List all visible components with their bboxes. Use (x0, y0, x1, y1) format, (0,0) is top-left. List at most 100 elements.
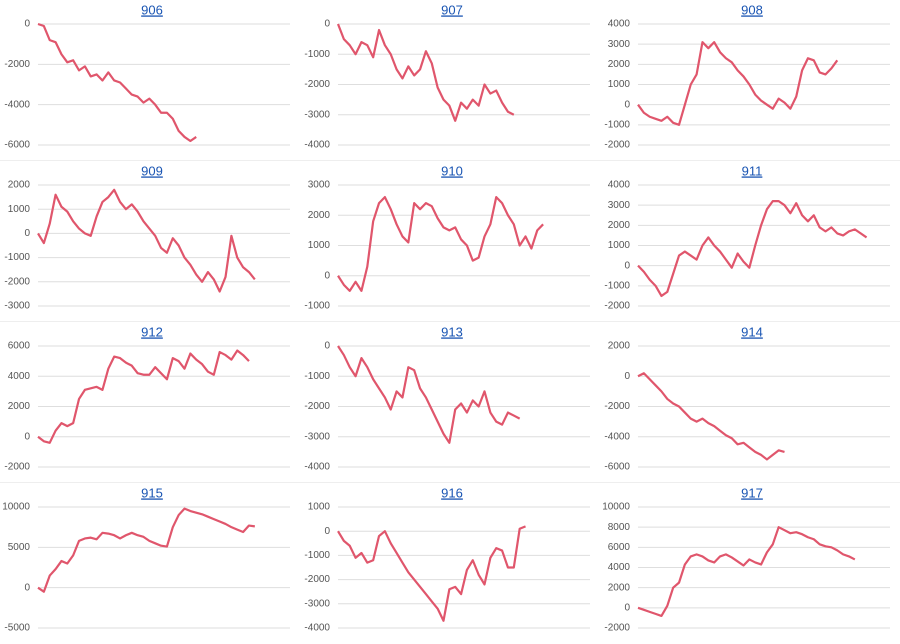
chart-title[interactable]: 917 (741, 485, 763, 500)
y-tick-label: -2000 (4, 59, 30, 70)
y-tick-label: -2000 (304, 574, 330, 585)
y-tick-label: -5000 (4, 623, 30, 634)
chart: 917 10000 8000 6000 4000 2000 0 -2000 (602, 485, 890, 634)
y-tick-label: 6000 (608, 542, 631, 553)
y-tick-label: 3000 (308, 180, 331, 191)
y-tick-label: 3000 (608, 200, 631, 211)
y-tick-label: -3000 (4, 301, 30, 312)
y-tick-label: 2000 (608, 341, 631, 352)
chart-title[interactable]: 914 (741, 324, 763, 339)
y-tick-label: 4000 (608, 562, 631, 573)
y-tick-label: -4000 (304, 623, 330, 634)
chart: 911 4000 3000 2000 1000 0 -1000 -2000 (600, 163, 900, 322)
chart: 910 3000 2000 1000 0 -1000 (300, 163, 600, 322)
y-tick-label: 0 (24, 431, 30, 442)
y-tick-label: 1000 (308, 502, 331, 513)
chart-title[interactable]: 906 (141, 2, 163, 17)
y-tick-label: 0 (624, 99, 630, 110)
y-tick-label: 5000 (8, 542, 31, 553)
chart: 914 2000 0 -2000 -4000 -6000 (600, 324, 900, 483)
y-tick-label: -3000 (304, 109, 330, 120)
y-tick-label: 4000 (608, 19, 631, 30)
y-tick-label: -2000 (604, 301, 630, 312)
data-line (337, 345, 521, 444)
y-tick-label: 0 (324, 19, 330, 30)
chart: 913 0 -1000 -2000 -3000 -4000 (300, 324, 600, 483)
y-tick-label: -2000 (304, 401, 330, 412)
chart: 912 6000 4000 2000 0 -2000 (0, 324, 300, 483)
chart: 906 0 -2000 -4000 -6000 (0, 2, 300, 161)
chart-title[interactable]: 913 (441, 324, 463, 339)
y-tick-label: -2000 (604, 140, 630, 151)
y-tick-label: -3000 (304, 598, 330, 609)
chart-title[interactable]: 912 (141, 324, 163, 339)
data-line (337, 196, 544, 292)
chart: 907 0 -1000 -2000 -3000 -4000 (300, 2, 600, 161)
y-tick-label: -2000 (4, 276, 30, 287)
y-tick-label: 3000 (608, 39, 631, 50)
data-line (37, 188, 256, 293)
y-tick-label: 10000 (602, 502, 630, 513)
y-tick-label: 0 (324, 270, 330, 281)
y-tick-label: -3000 (304, 431, 330, 442)
y-tick-label: -4000 (304, 140, 330, 151)
chart-title[interactable]: 915 (141, 485, 163, 500)
y-tick-label: -2000 (4, 462, 30, 473)
y-tick-label: 4000 (8, 371, 31, 382)
y-tick-label: 2000 (8, 180, 31, 191)
data-line (337, 525, 526, 622)
y-tick-label: 1000 (608, 240, 631, 251)
y-tick-label: -2000 (304, 79, 330, 90)
data-line (37, 349, 250, 444)
y-tick-label: -6000 (4, 140, 30, 151)
chart-title[interactable]: 909 (141, 163, 163, 178)
y-tick-label: -4000 (4, 99, 30, 110)
data-line (637, 200, 868, 298)
y-tick-label: -1000 (604, 280, 630, 291)
y-tick-label: 0 (24, 19, 30, 30)
y-tick-label: -1000 (304, 371, 330, 382)
chart-title[interactable]: 911 (742, 163, 763, 178)
y-tick-label: 0 (324, 526, 330, 537)
data-line (37, 22, 197, 143)
y-tick-label: 0 (624, 260, 630, 271)
chart-title[interactable]: 907 (441, 2, 463, 17)
chart-title[interactable]: 916 (441, 485, 463, 500)
y-tick-label: 1000 (608, 79, 631, 90)
y-tick-label: -1000 (304, 550, 330, 561)
data-line (637, 526, 856, 617)
y-tick-label: -1000 (4, 252, 30, 263)
y-tick-label: 6000 (8, 341, 31, 352)
y-tick-label: 0 (624, 602, 630, 613)
y-tick-label: 0 (24, 582, 30, 593)
y-tick-label: 2000 (308, 210, 331, 221)
y-tick-label: 8000 (608, 522, 631, 533)
data-line (637, 41, 839, 126)
y-tick-label: -6000 (604, 462, 630, 473)
data-line (336, 23, 515, 122)
chart: 908 4000 3000 2000 1000 0 -1000 -2000 (600, 2, 900, 161)
chart: 909 2000 1000 0 -1000 -2000 -3000 (0, 163, 300, 322)
y-tick-label: 2000 (608, 220, 631, 231)
y-tick-label: 2000 (608, 582, 631, 593)
y-tick-label: 2000 (8, 401, 31, 412)
chart-title[interactable]: 908 (741, 2, 763, 17)
y-tick-label: -4000 (604, 431, 630, 442)
y-tick-label: -4000 (304, 462, 330, 473)
y-tick-label: -1000 (304, 49, 330, 60)
y-tick-label: -2000 (604, 401, 630, 412)
chart-title[interactable]: 910 (441, 163, 463, 178)
y-tick-label: 0 (324, 341, 330, 352)
chart: 915 10000 5000 0 -5000 (2, 485, 290, 634)
chart: 916 1000 0 -1000 -2000 -3000 -4000 (304, 485, 590, 634)
y-tick-label: 4000 (608, 180, 631, 191)
y-tick-label: 2000 (608, 59, 631, 70)
y-tick-label: 0 (24, 228, 30, 239)
data-line (637, 372, 785, 461)
y-tick-label: 1000 (8, 204, 31, 215)
y-tick-label: -2000 (604, 623, 630, 634)
y-tick-label: -1000 (304, 301, 330, 312)
y-tick-label: 0 (624, 371, 630, 382)
data-line (37, 507, 255, 593)
